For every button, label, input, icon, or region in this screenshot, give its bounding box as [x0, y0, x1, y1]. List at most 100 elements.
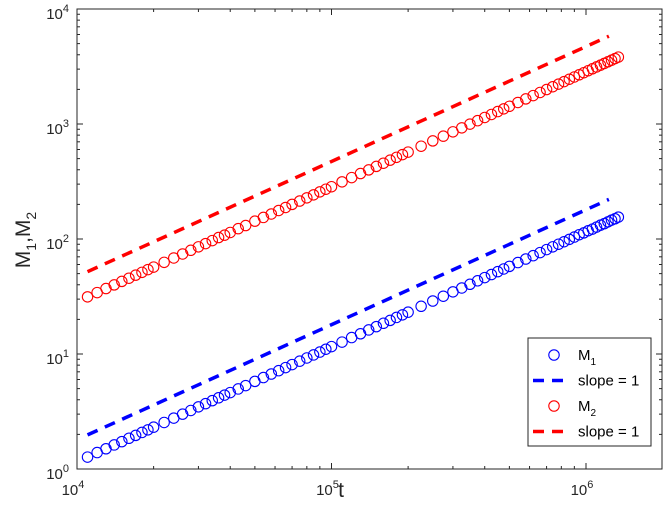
data-point-m2 — [491, 105, 504, 118]
data-point-m2 — [325, 180, 338, 193]
data-point-m2 — [612, 51, 625, 63]
x-tick-label: 106 — [571, 479, 594, 499]
data-point-m1 — [384, 314, 396, 327]
data-point-m1 — [402, 306, 414, 318]
data-point-m1 — [192, 401, 205, 413]
x-tick-label: 105 — [316, 479, 339, 499]
y-tick-label: 103 — [46, 118, 69, 138]
data-point-m1 — [100, 442, 112, 455]
data-point-m2 — [558, 75, 570, 88]
data-point-m1 — [527, 249, 539, 262]
data-point-m2 — [427, 135, 439, 147]
data-point-m2 — [390, 151, 403, 164]
data-point-m1 — [199, 397, 212, 410]
data-point-m2 — [314, 186, 326, 198]
data-point-m1 — [279, 361, 292, 374]
data-point-m1 — [377, 317, 390, 330]
data-point-m2 — [108, 279, 120, 291]
data-point-m1 — [362, 324, 375, 336]
data-point-m2 — [336, 176, 348, 188]
data-point-m1 — [147, 421, 160, 433]
data-point-m2 — [396, 148, 409, 161]
legend-label: slope = 1 — [578, 373, 639, 390]
data-point-m2 — [563, 73, 576, 85]
data-point-m1 — [212, 392, 225, 404]
data-point-m2 — [279, 201, 292, 214]
data-point-m1 — [301, 352, 313, 364]
data-point-m1 — [563, 233, 576, 246]
data-point-m2 — [540, 83, 553, 96]
data-point-m2 — [546, 80, 559, 93]
data-point-m1 — [370, 320, 383, 333]
y-axis-label: M1,M2 — [12, 212, 39, 269]
data-point-m1 — [552, 238, 565, 250]
data-point-m2 — [265, 208, 278, 220]
data-point-m2 — [354, 167, 367, 180]
data-point-m2 — [552, 78, 565, 90]
plot-marks — [81, 34, 625, 463]
data-point-m2 — [456, 122, 468, 134]
data-point-m2 — [185, 244, 197, 257]
data-point-m2 — [239, 219, 252, 232]
data-point-m2 — [464, 118, 476, 130]
axis-ticks: 104 105 106 100 101 102 103 104 — [46, 3, 662, 499]
data-point-m2 — [136, 266, 148, 279]
legend: M1 slope = 1 M2 slope = 1 — [527, 337, 652, 447]
slope-line-1 — [86, 197, 610, 437]
data-point-m1 — [224, 386, 236, 399]
data-point-m1 — [354, 327, 367, 340]
data-point-m2 — [534, 86, 546, 99]
data-point-m1 — [427, 295, 439, 307]
data-point-m1 — [437, 290, 450, 302]
data-point-m2 — [415, 140, 427, 152]
data-point-m2 — [478, 111, 491, 124]
legend-marker-icon — [548, 400, 560, 412]
data-point-m2 — [497, 103, 510, 115]
data-point-m2 — [485, 108, 498, 121]
data-point-m1 — [185, 404, 197, 417]
legend-label: slope = 1 — [578, 424, 639, 441]
data-point-m1 — [176, 408, 189, 420]
data-point-m2 — [100, 282, 112, 295]
data-point-m1 — [286, 358, 298, 371]
data-point-m1 — [239, 379, 252, 392]
data-point-m2 — [206, 234, 219, 247]
data-point-m2 — [301, 192, 313, 204]
data-point-m2 — [199, 237, 212, 250]
data-point-m1 — [314, 346, 326, 358]
data-point-m2 — [142, 263, 154, 276]
data-point-m2 — [293, 195, 306, 207]
data-point-m1 — [232, 383, 244, 395]
data-point-m1 — [396, 309, 409, 321]
data-point-m2 — [286, 198, 298, 211]
x-tick-label: 104 — [62, 479, 85, 499]
data-point-m2 — [129, 269, 142, 281]
data-point-m2 — [402, 146, 414, 158]
data-point-m1 — [478, 271, 491, 284]
data-point-m1 — [485, 268, 498, 281]
data-point-m1 — [512, 256, 524, 269]
data-point-m2 — [527, 89, 539, 102]
data-point-m1 — [456, 282, 468, 294]
data-point-m1 — [307, 349, 320, 361]
data-point-m1 — [540, 243, 553, 256]
data-point-m1 — [558, 235, 570, 248]
data-point-m1 — [464, 278, 476, 291]
data-point-m1 — [218, 389, 231, 401]
data-point-m2 — [272, 204, 285, 217]
data-point-m2 — [307, 189, 320, 201]
data-point-m2 — [212, 231, 225, 244]
data-point-m1 — [265, 368, 278, 380]
data-point-m1 — [534, 246, 546, 259]
data-point-m2 — [362, 164, 375, 176]
data-point-m1 — [158, 416, 170, 429]
y-tick-label: 100 — [46, 463, 69, 483]
data-point-m1 — [129, 429, 142, 442]
data-point-m2 — [123, 272, 135, 284]
data-point-m2 — [116, 275, 128, 288]
data-point-m1 — [520, 253, 532, 265]
data-point-m1 — [336, 336, 348, 348]
data-point-m1 — [142, 424, 154, 436]
legend-marker-icon — [548, 349, 560, 361]
